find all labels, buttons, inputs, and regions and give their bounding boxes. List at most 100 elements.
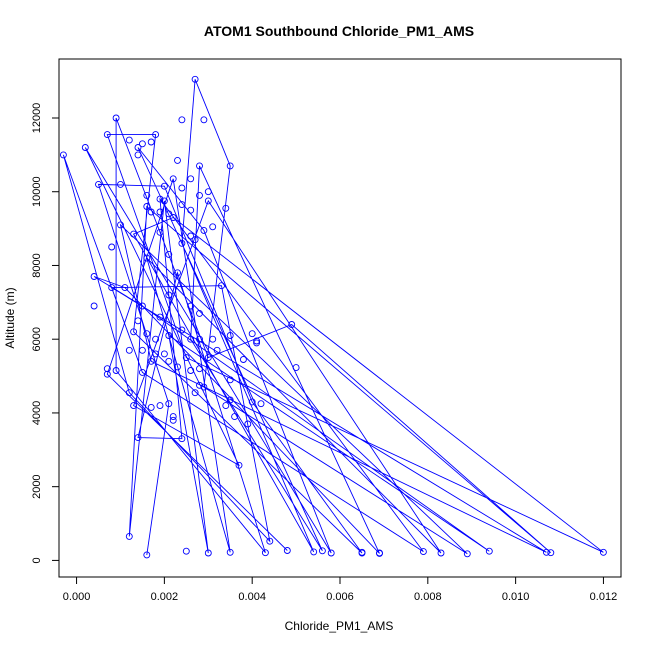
data-point [204, 549, 212, 557]
data-point [147, 208, 155, 216]
data-point [165, 250, 173, 258]
data-point [130, 402, 138, 410]
data-point [437, 549, 445, 557]
data-point [125, 346, 133, 354]
data-point [239, 356, 247, 363]
data-point [165, 291, 173, 299]
data-point [90, 273, 98, 280]
data-point [204, 197, 212, 205]
data-point [165, 400, 173, 408]
data-point [292, 364, 300, 372]
x-tick-label: 0.010 [502, 591, 530, 603]
data-point [143, 191, 151, 199]
data-point [156, 313, 164, 321]
data-point [200, 226, 208, 234]
data-point [117, 180, 124, 188]
data-point [226, 376, 234, 384]
data-point [226, 396, 234, 404]
data-point [59, 151, 67, 159]
data-point [160, 350, 168, 358]
data-point [261, 549, 269, 557]
data-point [152, 350, 160, 358]
data-point [599, 548, 607, 556]
data-point [160, 197, 168, 205]
data-point [253, 337, 261, 345]
data-point [485, 547, 493, 555]
data-point [125, 136, 133, 144]
data-point [169, 214, 177, 221]
data-point [191, 75, 199, 83]
y-tick-label: 0 [31, 557, 43, 563]
x-tick-label: 0.000 [63, 591, 91, 603]
data-point [152, 335, 160, 343]
data-point [178, 435, 186, 443]
data-point [463, 550, 471, 558]
data-point [125, 389, 133, 397]
data-point [257, 400, 265, 408]
data-point [95, 180, 102, 188]
y-axis: 0 2000 4000 6000 8000 10000 12000 [31, 103, 59, 563]
data-point [191, 236, 199, 244]
y-tick-label: 2000 [31, 474, 43, 498]
data-point [235, 461, 243, 469]
data-point [112, 367, 120, 374]
data-point [138, 302, 146, 310]
data-point [165, 210, 173, 218]
data-point [358, 548, 366, 556]
data-point [134, 144, 142, 151]
data-point [542, 548, 550, 556]
data-point [187, 175, 195, 183]
data-point [547, 549, 555, 557]
y-tick-label: 4000 [31, 401, 43, 425]
data-point [174, 363, 181, 371]
series-lines [62, 79, 604, 555]
data-point [165, 332, 173, 339]
data-point [191, 389, 199, 397]
data-point [253, 339, 261, 347]
data-point [318, 547, 326, 555]
data-point [222, 402, 230, 410]
data-point [143, 203, 151, 210]
data-point [103, 131, 111, 139]
data-point [134, 151, 142, 159]
data-point [196, 335, 203, 343]
data-point [108, 243, 116, 251]
data-point [310, 548, 318, 556]
data-point [130, 230, 138, 238]
data-point [196, 309, 203, 317]
data-point [288, 321, 296, 328]
data-point [169, 413, 177, 421]
x-tick-label: 0.012 [590, 591, 618, 603]
x-tick-label: 0.008 [414, 591, 442, 603]
data-point [327, 549, 335, 557]
data-point [143, 551, 151, 559]
data-point [209, 335, 217, 343]
data-point [147, 138, 155, 146]
data-point [178, 326, 186, 334]
chart-title: ATOM1 Southbound Chloride_PM1_AMS [204, 23, 474, 39]
data-point [103, 365, 111, 373]
data-point [187, 206, 195, 214]
data-point [248, 398, 256, 406]
data-point [134, 317, 142, 325]
data-point [218, 282, 225, 290]
data-point [174, 156, 181, 164]
data-point [169, 416, 177, 424]
data-point [165, 357, 173, 365]
data-point [108, 284, 116, 292]
data-point [156, 402, 164, 410]
data-point [419, 548, 427, 556]
data-point [283, 547, 291, 554]
data-point [187, 335, 195, 343]
data-point [226, 332, 234, 339]
data-point [156, 228, 164, 236]
data-point [178, 184, 186, 192]
data-point [187, 302, 195, 310]
data-point [244, 420, 252, 428]
data-point [178, 239, 186, 247]
series-line [62, 79, 604, 555]
data-point [187, 232, 195, 240]
data-point [196, 381, 203, 389]
x-tick-label: 0.004 [238, 591, 266, 603]
